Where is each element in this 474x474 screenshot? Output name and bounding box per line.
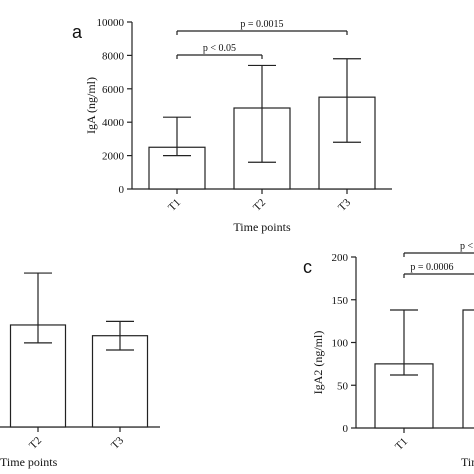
panel-a-x-tick-label: T1 [166, 197, 183, 214]
panel-c-x-axis-label: Tim [461, 455, 474, 469]
panel-b-x-tick-label: T2 [27, 435, 44, 452]
panel-a-y-tick-label: 0 [119, 184, 125, 196]
panel-a-letter: a [72, 22, 83, 42]
panel-a-y-tick-label: 6000 [102, 84, 125, 96]
panel-c-bar-cropped [462, 309, 474, 428]
panel-c-significance-label: p < [460, 241, 474, 252]
panel-c-significance-label: p = 0.0006 [410, 262, 453, 273]
panel-a-y-tick-label: 4000 [102, 117, 125, 129]
panel-a-x-tick-label: T2 [251, 197, 268, 214]
panel-a-y-tick-label: 2000 [102, 151, 125, 163]
panel-a-significance-label: p = 0.0015 [240, 19, 283, 30]
panel-a-x-axis-label: Time points [233, 220, 291, 234]
panel-c-y-tick-label: 50 [337, 380, 349, 392]
panel-a-y-tick-label: 8000 [102, 50, 125, 62]
panel-c-y-tick-label: 0 [343, 423, 349, 435]
panel-c-y-tick-label: 150 [332, 295, 349, 307]
panel-b-x-tick-label: T3 [109, 434, 126, 451]
panel-a-y-axis-label: IgA (ng/ml) [84, 77, 98, 134]
panel-c-y-tick-label: 100 [332, 338, 349, 350]
panel-b-x-axis-label: Time points [0, 455, 58, 469]
panel-a-y-tick-label: 10000 [97, 17, 125, 29]
panel-a-x-tick-label: T3 [336, 196, 353, 213]
panel-c-y-axis-label: IgA2 (ng/ml) [311, 331, 325, 395]
panel-c-x-tick-label: T1 [393, 436, 410, 453]
panel-c-y-tick-label: 200 [332, 252, 349, 264]
panel-a-significance-label: p < 0.05 [203, 43, 236, 54]
panel-c-letter: c [303, 257, 312, 277]
